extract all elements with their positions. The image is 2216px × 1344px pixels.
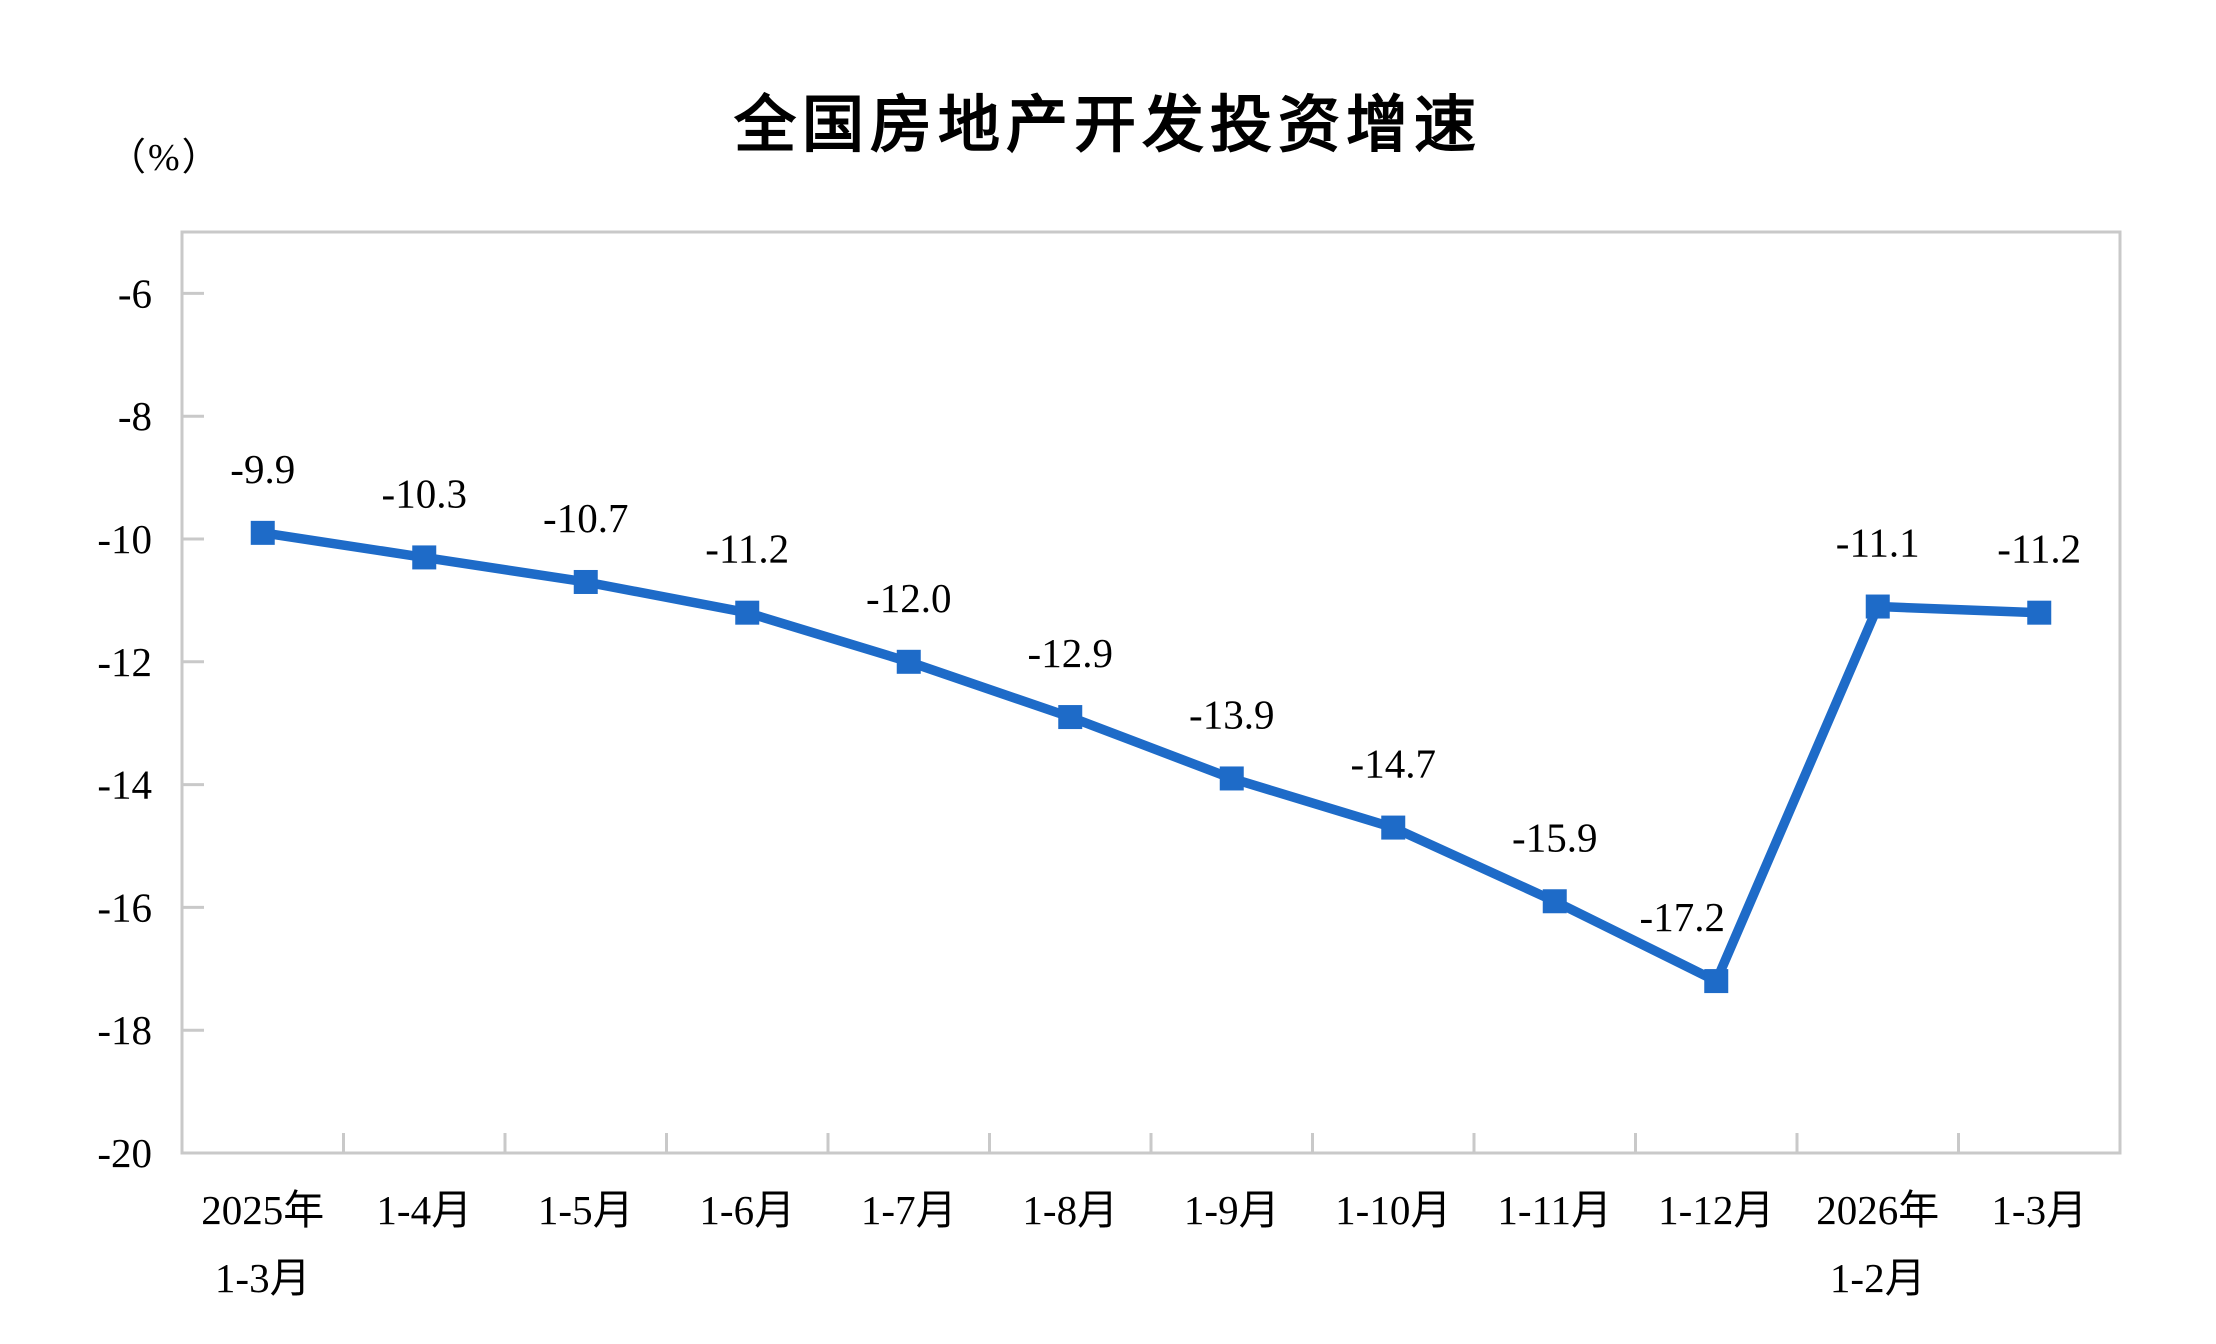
plot-border: [180, 230, 2122, 1155]
data-point-label: -15.9: [1512, 814, 1597, 860]
data-point-label: -11.1: [1836, 520, 1920, 566]
y-axis-tick-label: -12: [97, 639, 152, 685]
series-line: [258, 528, 2044, 986]
x-axis-category-label: 1-3月: [1991, 1187, 2087, 1233]
y-axis-tick-label: -20: [97, 1130, 152, 1176]
data-point-marker: [896, 649, 921, 674]
data-point-marker: [1219, 766, 1244, 791]
x-axis-category-label: 2026年 1-2月: [1816, 1187, 1939, 1301]
data-point-label: -10.3: [382, 470, 467, 516]
x-axis-category-label: 1-6月: [699, 1187, 795, 1233]
data-point-label: -11.2: [705, 526, 789, 572]
data-point-label: -9.9: [230, 446, 295, 492]
y-axis-tick-label: -16: [97, 884, 152, 930]
data-point-marker: [1542, 889, 1567, 914]
x-axis-category-label: 1-8月: [1022, 1187, 1118, 1233]
x-axis-category-label: 1-4月: [376, 1187, 472, 1233]
data-point-marker: [250, 520, 275, 545]
y-axis-unit-label: （%）: [108, 137, 222, 179]
data-point-marker: [2027, 600, 2052, 625]
data-point-marker: [412, 545, 437, 570]
x-axis-category-label: 1-7月: [861, 1187, 957, 1233]
data-point-label: -13.9: [1189, 691, 1274, 737]
x-axis-category-label: 1-9月: [1184, 1187, 1280, 1233]
y-axis-tick-label: -10: [97, 516, 152, 562]
data-point-label: -12.9: [1028, 630, 1113, 676]
data-point-marker: [1704, 969, 1729, 994]
data-point-label: -10.7: [543, 495, 628, 541]
y-axis-tick-label: -18: [97, 1007, 152, 1053]
data-point-marker: [735, 600, 760, 625]
x-axis-category-label: 1-12月: [1658, 1187, 1774, 1233]
data-point-marker: [1058, 705, 1083, 730]
x-axis-category-label: 1-5月: [538, 1187, 634, 1233]
data-point-label: -12.0: [866, 575, 951, 621]
data-point-marker: [1381, 815, 1406, 840]
y-axis-tick-label: -6: [118, 270, 152, 316]
x-axis-category-label: 1-11月: [1497, 1187, 1612, 1233]
data-point-label: -17.2: [1640, 894, 1725, 940]
chart-title: 全国房地产开发投资增速: [733, 91, 1482, 160]
x-axis-category-label: 2025年 1-3月: [201, 1187, 324, 1301]
data-point-marker: [573, 569, 598, 594]
y-axis-tick-label: -8: [118, 393, 152, 439]
y-axis-tick-label: -14: [97, 762, 152, 808]
x-axis-category-label: 1-10月: [1335, 1187, 1451, 1233]
data-point-label: -14.7: [1351, 741, 1436, 787]
data-point-marker: [1865, 594, 1890, 619]
data-point-label: -11.2: [1997, 526, 2081, 572]
